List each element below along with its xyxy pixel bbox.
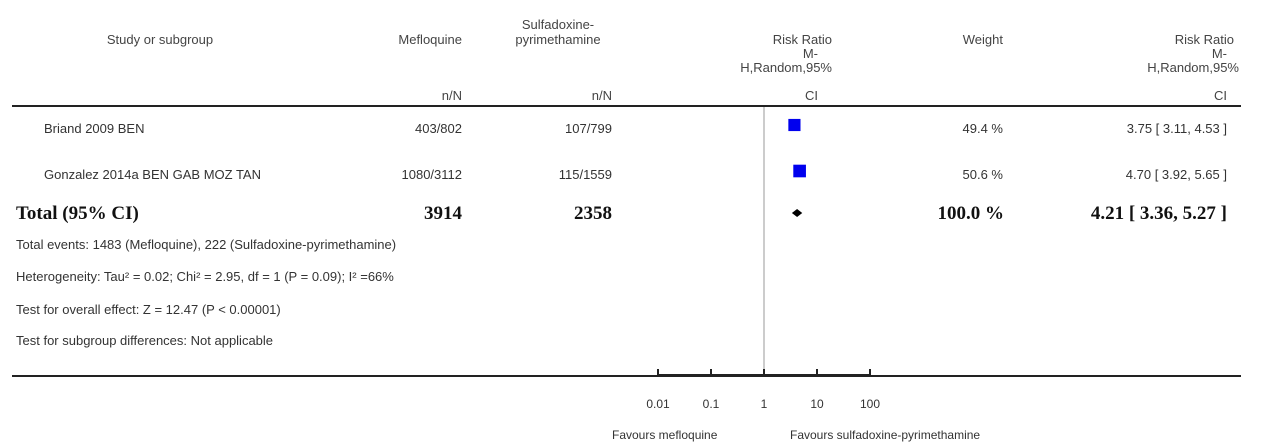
pooled-diamond (791, 209, 803, 217)
subgroup-note: Test for subgroup differences: Not appli… (16, 333, 274, 348)
header-rr-line3: H,Random,95% (1147, 60, 1239, 75)
tick-label: 1 (760, 397, 768, 411)
total-mefloquine: 3914 (424, 203, 462, 224)
header-study: Study or subgroup (106, 32, 214, 47)
header-rr-plot-line1: Risk Ratio (772, 32, 832, 47)
header-rule (12, 105, 1241, 107)
study-name: Gonzalez 2014a BEN GAB MOZ TAN (44, 167, 261, 182)
tick-label: 100 (859, 397, 881, 411)
total-label: Total (95% CI) (16, 203, 139, 224)
header-rr-plot-line4: CI (805, 88, 818, 103)
tick-label: 0.01 (646, 397, 670, 411)
total-risk-ratio: 4.21 [ 3.36, 5.27 ] (1090, 203, 1227, 224)
header-nN-1: n/N (441, 88, 462, 103)
header-rr-line1: Risk Ratio (1174, 32, 1234, 47)
mefloquine-events: 403/802 (415, 121, 462, 136)
study-weight: 49.4 % (962, 121, 1003, 136)
header-nN-2: n/N (591, 88, 612, 103)
tick-label: 10 (810, 397, 824, 411)
study-point (793, 164, 806, 178)
header-rr-line2: M- (1211, 46, 1227, 61)
study-risk-ratio: 3.75 [ 3.11, 4.53 ] (1126, 121, 1227, 136)
overall-effect-note: Test for overall effect: Z = 12.47 (P < … (16, 302, 281, 317)
total-sp: 2358 (574, 203, 612, 224)
tick-label: 0.1 (702, 397, 720, 411)
header-rr-plot-line3: H,Random,95% (740, 60, 832, 75)
header-rr-line4: CI (1214, 88, 1227, 103)
header-weight: Weight (962, 32, 1003, 47)
bottom-rule (12, 375, 1241, 377)
study-risk-ratio: 4.70 [ 3.92, 5.65 ] (1125, 167, 1227, 182)
heterogeneity-note: Heterogeneity: Tau² = 0.02; Chi² = 2.95,… (16, 269, 394, 284)
header-mefloquine: Mefloquine (398, 32, 462, 47)
total-events-note: Total events: 1483 (Mefloquine), 222 (Su… (16, 237, 397, 252)
study-name: Briand 2009 BEN (44, 121, 145, 136)
favours-right-label: Favours sulfadoxine-pyrimethamine (790, 428, 981, 442)
total-weight: 100.0 % (937, 203, 1005, 224)
header-sp-line1: Sulfadoxine- (521, 17, 595, 32)
mefloquine-events: 1080/3112 (401, 167, 463, 182)
study-weight: 50.6 % (962, 167, 1003, 182)
study-point (788, 118, 801, 132)
sp-events: 115/1559 (558, 167, 612, 182)
header-sp-line2: pyrimethamine (515, 32, 601, 47)
sp-events: 107/799 (565, 121, 612, 136)
header-rr-plot-line2: M- (802, 46, 818, 61)
favours-left-label: Favours mefloquine (612, 428, 718, 442)
